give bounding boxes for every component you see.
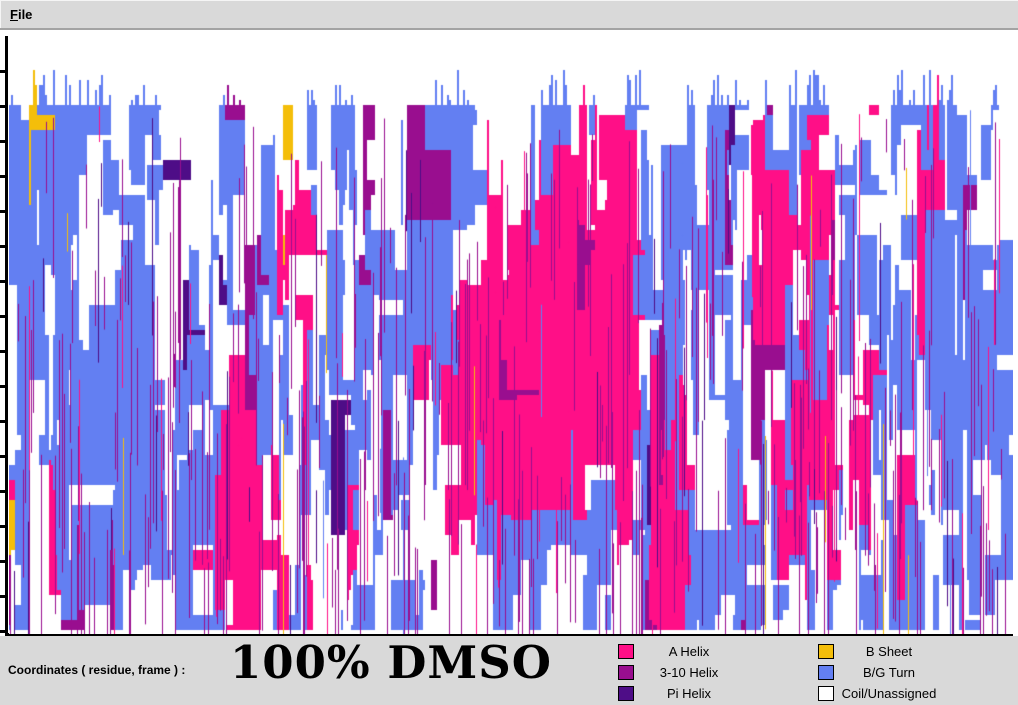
bg-turn-label: B/G Turn — [862, 665, 916, 680]
a-helix-label: A Helix — [668, 644, 710, 659]
coordinates-readout-label: Coordinates ( residue, frame ) : — [8, 663, 189, 677]
status-bar: Coordinates ( residue, frame ) : 100% DM… — [0, 636, 1018, 705]
menu-bar: File — [0, 0, 1018, 30]
timeline-plot[interactable] — [9, 45, 1013, 634]
legend-column-helix: A Helix 3-10 Helix Pi Helix — [618, 641, 742, 704]
legend-item-pi-helix: Pi Helix — [618, 683, 742, 704]
coil-swatch — [818, 686, 834, 701]
legend-column-sheet-turn-coil: B Sheet B/G Turn Coil/Unassigned — [818, 641, 942, 704]
legend-item-coil: Coil/Unassigned — [818, 683, 942, 704]
file-menu[interactable]: File — [0, 0, 44, 22]
a-helix-swatch — [618, 644, 634, 659]
b-sheet-label: B Sheet — [865, 644, 913, 659]
file-menu-label-initial: F — [10, 7, 18, 22]
bg-turn-swatch — [818, 665, 834, 680]
legend-item-a-helix: A Helix — [618, 641, 742, 662]
coil-label: Coil/Unassigned — [841, 686, 937, 701]
310-helix-label: 3-10 Helix — [659, 665, 719, 680]
y-axis-line — [5, 36, 8, 635]
plot-title: 100% DMSO — [230, 636, 552, 689]
legend-item-bg-turn: B/G Turn — [818, 662, 942, 683]
x-axis-line — [5, 633, 1013, 636]
legend-item-310-helix: 3-10 Helix — [618, 662, 742, 683]
pi-helix-label: Pi Helix — [666, 686, 712, 701]
b-sheet-swatch — [818, 644, 834, 659]
pi-helix-swatch — [618, 686, 634, 701]
legend-item-b-sheet: B Sheet — [818, 641, 942, 662]
file-menu-label-rest: ile — [17, 7, 33, 22]
310-helix-swatch — [618, 665, 634, 680]
